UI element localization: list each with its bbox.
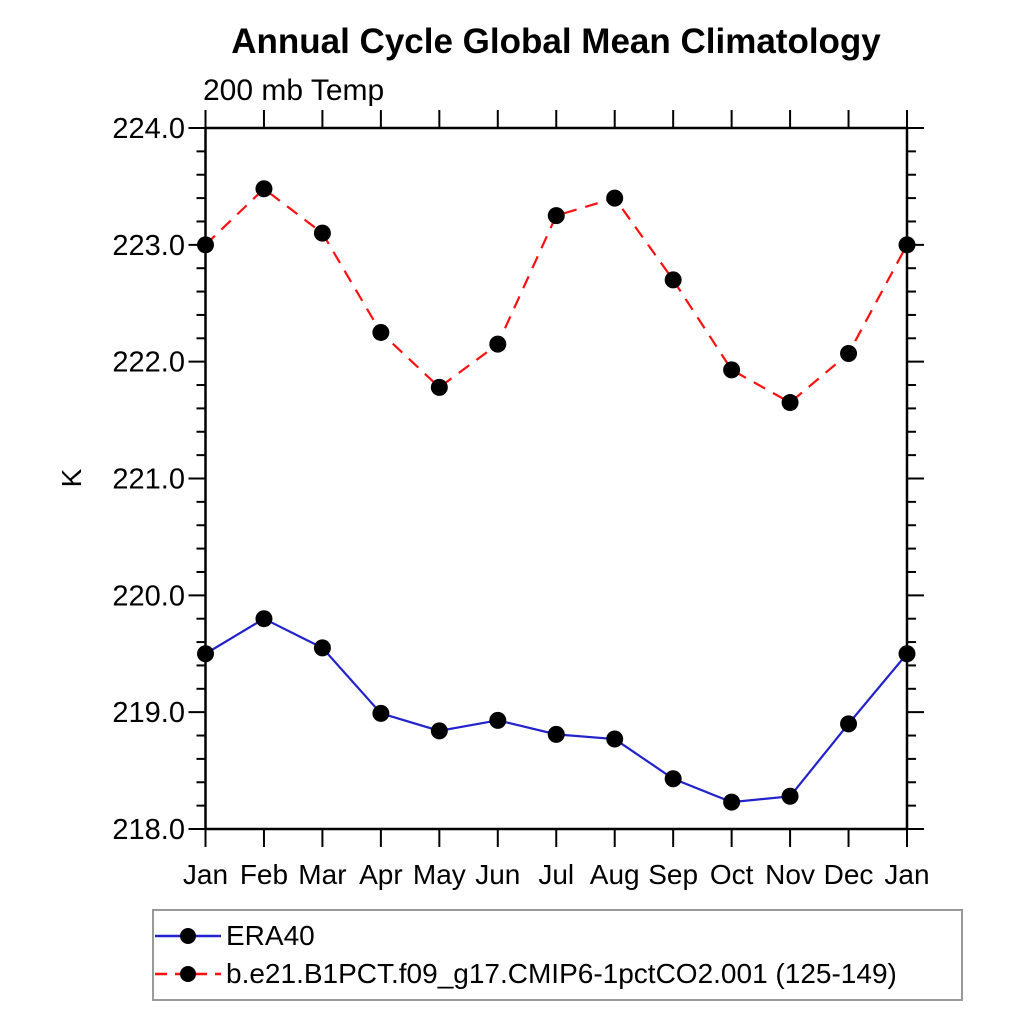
legend-marker-dot bbox=[180, 928, 196, 944]
data-point-marker bbox=[664, 770, 682, 788]
data-point-marker bbox=[840, 715, 858, 733]
legend-entry-era40: ERA40 bbox=[154, 917, 961, 955]
data-point-marker bbox=[372, 704, 390, 722]
x-tick-label: Aug bbox=[590, 859, 640, 890]
data-point-marker bbox=[606, 730, 624, 748]
data-point-marker bbox=[255, 180, 273, 198]
x-tick-label: Jun bbox=[475, 859, 520, 890]
legend-line-sample-solid bbox=[155, 928, 221, 944]
y-tick-label: 223.0 bbox=[112, 230, 185, 262]
data-point-marker bbox=[197, 645, 214, 663]
data-point-marker bbox=[430, 722, 448, 740]
y-tick-label: 221.0 bbox=[112, 464, 185, 496]
data-point-marker bbox=[547, 207, 565, 225]
data-point-marker bbox=[898, 236, 916, 254]
data-point-marker bbox=[723, 361, 741, 379]
y-tick-label: 218.0 bbox=[112, 814, 185, 846]
x-tick-label: May bbox=[413, 859, 466, 890]
chart-title: Annual Cycle Global Mean Climatology bbox=[231, 22, 881, 61]
data-point-marker bbox=[313, 639, 331, 657]
plot-border bbox=[204, 126, 909, 831]
y-tick-label: 222.0 bbox=[112, 347, 185, 379]
legend-entry-model: b.e21.B1PCT.f09_g17.CMIP6-1pctCO2.001 (1… bbox=[154, 955, 961, 993]
data-point-marker bbox=[606, 189, 624, 207]
chart-subtitle: 200 mb Temp bbox=[203, 74, 385, 107]
data-point-marker bbox=[313, 224, 331, 242]
legend-label-model: b.e21.B1PCT.f09_g17.CMIP6-1pctCO2.001 (1… bbox=[226, 958, 897, 989]
x-tick-label: Dec bbox=[824, 859, 874, 890]
data-point-marker bbox=[898, 645, 916, 663]
x-tick-label: Sep bbox=[648, 859, 698, 890]
x-tick-label: Oct bbox=[710, 859, 754, 890]
data-point-marker bbox=[723, 793, 741, 811]
data-point-marker bbox=[489, 711, 507, 729]
legend-marker-dot bbox=[180, 966, 196, 982]
data-point-marker bbox=[664, 271, 682, 289]
y-tick-label: 220.0 bbox=[112, 580, 185, 612]
y-tick-label: 224.0 bbox=[112, 113, 185, 145]
data-point-marker bbox=[781, 394, 799, 412]
x-tick-label: Nov bbox=[765, 859, 815, 890]
x-tick-label: Apr bbox=[359, 859, 403, 890]
data-point-marker bbox=[197, 236, 214, 254]
x-tick-label: Feb bbox=[240, 859, 288, 890]
data-point-marker bbox=[489, 335, 507, 353]
data-point-marker bbox=[430, 378, 448, 396]
y-tick-label: 219.0 bbox=[112, 697, 185, 729]
data-point-marker bbox=[781, 787, 799, 805]
data-point-marker bbox=[840, 344, 858, 362]
legend-line-sample-dashed bbox=[155, 966, 221, 982]
data-point-marker bbox=[255, 610, 273, 628]
legend-box: ERA40 b.e21.B1PCT.f09_g17.CMIP6-1pctCO2.… bbox=[152, 909, 963, 1001]
x-tick-label: Mar bbox=[298, 859, 346, 890]
data-point-marker bbox=[372, 323, 390, 341]
legend-label-era40: ERA40 bbox=[226, 920, 315, 951]
data-point-marker bbox=[547, 725, 565, 743]
series-line-era40 bbox=[204, 617, 908, 804]
x-tick-label: Jan bbox=[183, 859, 228, 890]
x-tick-label: Jul bbox=[538, 859, 574, 890]
x-tick-label: Jan bbox=[884, 859, 929, 890]
